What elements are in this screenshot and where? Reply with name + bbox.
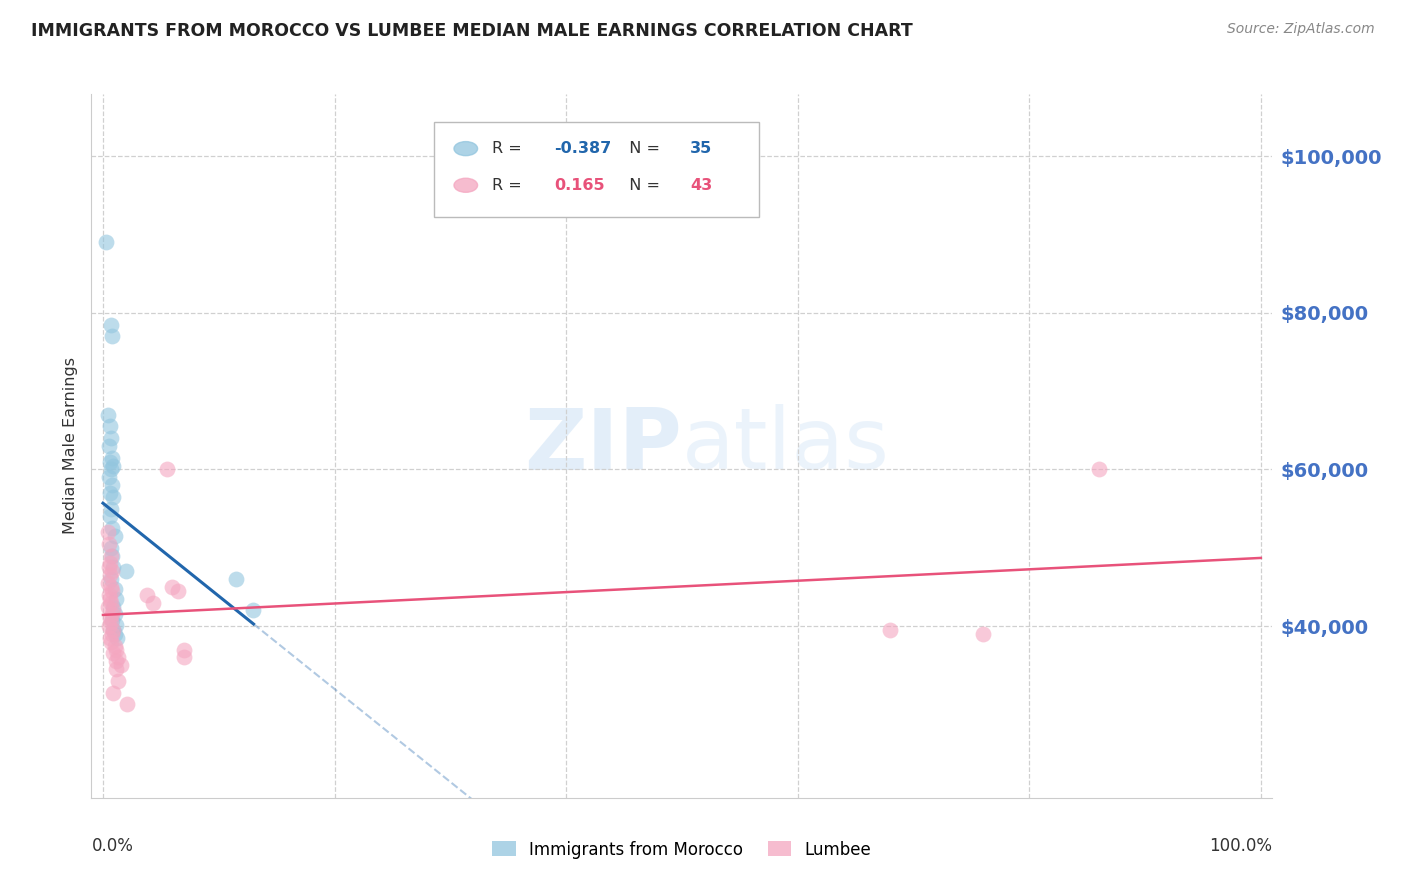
Point bbox=[100, 501, 122, 516]
Point bbox=[173, 642, 195, 657]
Point bbox=[97, 619, 120, 633]
Point bbox=[117, 698, 139, 712]
Point bbox=[972, 627, 994, 641]
Text: 100.0%: 100.0% bbox=[1209, 837, 1272, 855]
Point bbox=[103, 685, 125, 699]
Point bbox=[100, 634, 122, 648]
Point bbox=[98, 455, 121, 469]
Point bbox=[103, 623, 125, 637]
Point bbox=[97, 525, 120, 540]
Text: N =: N = bbox=[619, 141, 665, 156]
Circle shape bbox=[454, 178, 478, 193]
Point bbox=[98, 486, 121, 500]
Point bbox=[115, 564, 138, 578]
Point bbox=[101, 478, 124, 492]
Point bbox=[103, 490, 125, 504]
Point bbox=[103, 458, 125, 473]
Point bbox=[97, 408, 120, 422]
Point bbox=[104, 662, 127, 676]
Point bbox=[100, 549, 122, 563]
Point bbox=[97, 537, 120, 551]
Point bbox=[107, 650, 129, 665]
Point bbox=[101, 549, 124, 563]
Point bbox=[103, 560, 125, 574]
Text: R =: R = bbox=[492, 178, 527, 193]
Text: -0.387: -0.387 bbox=[554, 141, 612, 156]
Point bbox=[1087, 462, 1109, 476]
Text: 35: 35 bbox=[690, 141, 713, 156]
Point bbox=[156, 462, 179, 476]
Point bbox=[98, 568, 121, 582]
Point bbox=[105, 631, 128, 645]
Point bbox=[173, 650, 195, 665]
Point bbox=[100, 615, 122, 630]
Text: 0.165: 0.165 bbox=[554, 178, 605, 193]
Point bbox=[98, 631, 121, 645]
Point bbox=[104, 617, 127, 632]
Point bbox=[225, 572, 247, 586]
Point bbox=[101, 583, 124, 598]
Point bbox=[136, 588, 159, 602]
Point bbox=[103, 623, 125, 637]
Text: N =: N = bbox=[619, 178, 665, 193]
Point bbox=[104, 642, 127, 657]
Point bbox=[242, 603, 264, 617]
Text: Source: ZipAtlas.com: Source: ZipAtlas.com bbox=[1227, 22, 1375, 37]
Point bbox=[98, 509, 121, 524]
Point bbox=[96, 235, 118, 250]
Point bbox=[142, 596, 165, 610]
Point bbox=[100, 572, 122, 586]
Point bbox=[162, 580, 184, 594]
Point bbox=[100, 318, 122, 332]
Point bbox=[98, 591, 121, 606]
Point bbox=[107, 673, 129, 688]
Text: 43: 43 bbox=[690, 178, 713, 193]
Point bbox=[103, 599, 125, 614]
Point bbox=[103, 639, 125, 653]
Point bbox=[100, 462, 122, 476]
Text: atlas: atlas bbox=[682, 404, 890, 488]
Point bbox=[879, 623, 901, 637]
Point bbox=[100, 431, 122, 445]
Point bbox=[103, 603, 125, 617]
Point bbox=[104, 654, 127, 668]
Point bbox=[101, 607, 124, 622]
Point bbox=[101, 329, 124, 343]
Y-axis label: Median Male Earnings: Median Male Earnings bbox=[63, 358, 79, 534]
Point bbox=[110, 658, 132, 673]
Point bbox=[101, 613, 124, 627]
Point bbox=[98, 557, 121, 571]
Point bbox=[100, 596, 122, 610]
Point bbox=[103, 607, 125, 622]
Circle shape bbox=[454, 142, 478, 156]
Text: ZIP: ZIP bbox=[524, 404, 682, 488]
Point bbox=[103, 582, 125, 596]
Text: R =: R = bbox=[492, 141, 527, 156]
Point bbox=[167, 583, 190, 598]
Point bbox=[103, 529, 125, 543]
Point bbox=[97, 588, 120, 602]
Text: 0.0%: 0.0% bbox=[91, 837, 134, 855]
Point bbox=[100, 580, 122, 594]
FancyBboxPatch shape bbox=[434, 122, 759, 217]
Point bbox=[101, 627, 124, 641]
Point bbox=[98, 611, 121, 625]
Point bbox=[97, 439, 120, 453]
Point bbox=[97, 470, 120, 484]
Point bbox=[101, 521, 124, 535]
Point bbox=[101, 450, 124, 465]
Point bbox=[97, 560, 120, 574]
Point bbox=[97, 599, 120, 614]
Point bbox=[100, 541, 122, 555]
Legend: Immigrants from Morocco, Lumbee: Immigrants from Morocco, Lumbee bbox=[485, 834, 879, 865]
Point bbox=[101, 564, 124, 578]
Point bbox=[103, 647, 125, 661]
Point bbox=[103, 627, 125, 641]
Point bbox=[97, 576, 120, 591]
Text: IMMIGRANTS FROM MOROCCO VS LUMBEE MEDIAN MALE EARNINGS CORRELATION CHART: IMMIGRANTS FROM MOROCCO VS LUMBEE MEDIAN… bbox=[31, 22, 912, 40]
Point bbox=[98, 419, 121, 434]
Point bbox=[104, 591, 127, 606]
